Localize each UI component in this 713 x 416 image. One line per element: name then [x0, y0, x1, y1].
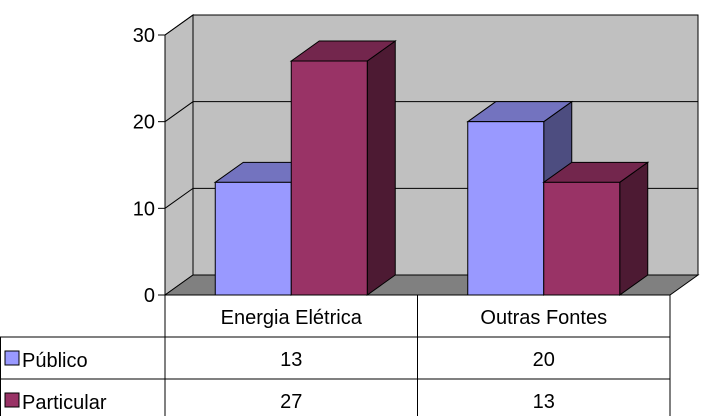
- y-axis: 0 10 20 30: [133, 25, 166, 307]
- legend-label: Público: [22, 350, 88, 372]
- legend-label: Particular: [22, 392, 107, 414]
- bar-front: [290, 60, 368, 296]
- category-label: Energia Elétrica: [221, 307, 363, 329]
- table-value: 13: [533, 391, 555, 413]
- table-value: 20: [533, 349, 555, 371]
- y-tick-label: 10: [133, 198, 155, 220]
- table-value: 27: [280, 391, 302, 413]
- table-value: 13: [280, 349, 302, 371]
- data-table: Energia Elétrica Outras Fontes Público 13 20…: [0, 294, 671, 416]
- bar-front: [214, 181, 292, 296]
- y-tick-label: 20: [133, 112, 155, 134]
- side-wall: [164, 14, 194, 296]
- bars: [213, 40, 650, 296]
- bar: [289, 40, 397, 296]
- y-tick-label: 0: [144, 285, 155, 307]
- bar-front: [467, 121, 545, 296]
- bar: [542, 161, 650, 296]
- category-label: Outras Fontes: [480, 307, 607, 329]
- y-tick-label: 30: [133, 25, 155, 47]
- legend-key: [4, 392, 20, 408]
- bar-side: [366, 40, 396, 296]
- bar-front: [543, 181, 621, 296]
- bar-side: [619, 161, 649, 296]
- gridline: [164, 14, 698, 36]
- legend-key: [4, 350, 20, 366]
